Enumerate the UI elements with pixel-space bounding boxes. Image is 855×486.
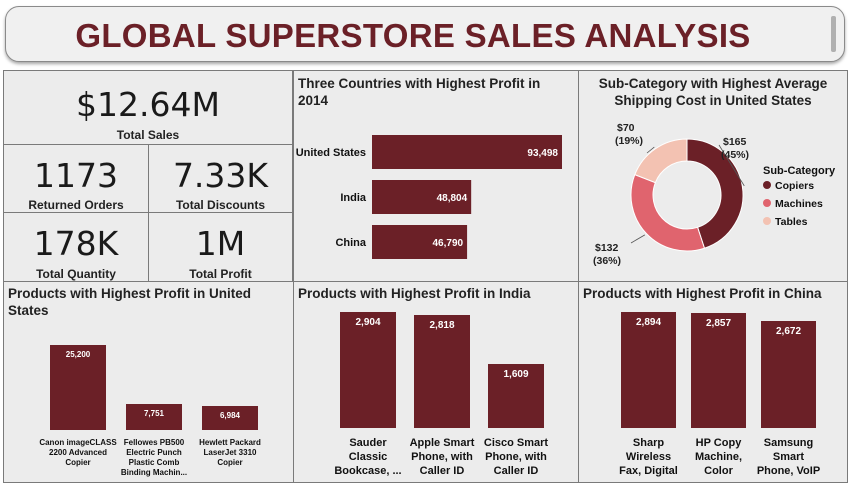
country-label-india: India xyxy=(340,192,367,204)
product-bar-hp-copy-machine-color[interactable] xyxy=(691,313,746,428)
donut-leader-machines xyxy=(630,234,646,244)
product-label-canon-imageclass-2200-advanced-copier: Canon imageCLASS 2200 Advanced Copier xyxy=(39,438,117,467)
product-bar-canon-imageclass-2200-advanced-copier[interactable] xyxy=(50,345,106,430)
product-bar-sauder-classic-bookcase[interactable] xyxy=(340,312,396,428)
legend-label-copiers[interactable]: Copiers xyxy=(775,180,814,192)
legend-marker-copiers xyxy=(763,181,771,189)
country-bar-united-states[interactable] xyxy=(372,135,562,169)
china-products-chart: 2,894 Sharp Wireless Fax, Digital 2,857 HP … xyxy=(579,282,849,484)
donut-pct-tables: (19%) xyxy=(615,135,643,147)
legend-marker-tables xyxy=(763,217,771,225)
product-value-canon-imageclass-2200-advanced-copier: 25,200 xyxy=(65,350,91,360)
country-label-united-states: United States xyxy=(296,147,366,159)
donut-leader-copiers xyxy=(718,144,745,187)
india-products-chart: 2,904 Sauder Classic Bookcase, ... 2,818 Ap… xyxy=(294,282,580,484)
product-bar-cisco-smart-phone-with-caller-id[interactable] xyxy=(488,363,544,428)
total-sales-value: $12.64M xyxy=(76,85,220,124)
product-bar-apple-smart-phone-with-caller-id[interactable] xyxy=(414,315,470,428)
country-value-china: 46,790 xyxy=(432,238,463,249)
product-label-hp-copy-machine-color: HP Copy Machine, Color xyxy=(694,437,743,477)
dashboard-header: GLOBAL SUPERSTORE SALES ANALYSIS xyxy=(5,6,845,62)
country-bar-india[interactable] xyxy=(372,180,472,214)
product-value-fellowes-pb500-electric-punch-plastic-comb-binding-machin: 7,751 xyxy=(143,408,165,418)
product-value-hewlett-packard-laserjet-3310-copier: 6,984 xyxy=(219,411,241,421)
donut-pct-copiers: (45%) xyxy=(721,149,749,161)
product-label-sharp-wireless-fax-digital: Sharp Wireless Fax, Digital xyxy=(619,437,678,477)
product-label-sauder-classic-bookcase: Sauder Classic Bookcase, ... xyxy=(334,437,402,477)
dashboard-title: GLOBAL SUPERSTORE SALES ANALYSIS xyxy=(75,17,751,54)
legend-marker-machines xyxy=(763,199,771,207)
product-label-fellowes-pb500-electric-punch-plastic-comb-binding-machin: Fellowes PB500 Electric Punch Plastic Co… xyxy=(120,438,188,477)
country-value-india: 48,804 xyxy=(437,193,468,204)
donut-slice-machines[interactable] xyxy=(630,173,706,252)
product-label-apple-smart-phone-with-caller-id: Apple Smart Phone, with Caller ID xyxy=(409,437,475,477)
legend-label-machines[interactable]: Machines xyxy=(775,198,823,210)
kpi-total-sales: $12.64M Total Sales xyxy=(3,70,293,145)
us-products-title: Products with Highest Profit in United S… xyxy=(8,286,251,318)
donut-value-machines: $132 xyxy=(595,242,619,254)
india-products-title: Products with Highest Profit in India xyxy=(298,286,531,301)
product-bar-sharp-wireless-fax-digital[interactable] xyxy=(621,312,676,428)
donut-slice-copiers[interactable] xyxy=(686,138,744,249)
product-label-cisco-smart-phone-with-caller-id: Cisco Smart Phone, with Caller ID xyxy=(483,437,549,477)
china-products-title: Products with Highest Profit in China xyxy=(583,286,822,301)
product-label-hewlett-packard-laserjet-3310-copier: Hewlett Packard LaserJet 3310 Copier xyxy=(199,438,261,467)
kpi-returned-orders: 1173 Returned Orders xyxy=(3,144,149,213)
total-profit-label: Total Profit xyxy=(189,267,252,281)
kpi-total-profit: 1M Total Profit xyxy=(148,212,293,282)
india-products-panel: Products with Highest Profit in India 2,… xyxy=(293,281,579,483)
legend-label-tables[interactable]: Tables xyxy=(775,216,808,228)
country-label-china: China xyxy=(335,237,366,249)
shipping-chart-title: Sub-Category with Highest Average Shippi… xyxy=(598,76,828,108)
total-quantity-label: Total Quantity xyxy=(36,267,116,281)
product-label-samsung-smart-phone-voip: Samsung Smart Phone, VoIP xyxy=(756,437,821,477)
donut-leader-tables xyxy=(646,146,655,154)
donut-legend-title: Sub-Category xyxy=(763,165,836,177)
shipping-donut-chart: $165(45%) $132(36%) $70(19%) Sub-Category Co… xyxy=(593,122,836,267)
total-quantity-value: 178K xyxy=(33,224,119,263)
country-value-united-states: 93,498 xyxy=(527,148,558,159)
us-products-chart: 25,200 Canon imageCLASS 2200 Advanced Cop… xyxy=(4,282,295,484)
countries-chart-title: Three Countries with Highest Profit in 2… xyxy=(298,76,541,108)
product-bar-fellowes-pb500-electric-punch-plastic-comb-binding-machin[interactable] xyxy=(126,403,182,430)
total-sales-label: Total Sales xyxy=(116,128,180,142)
product-value-apple-smart-phone-with-caller-id: 2,818 xyxy=(429,320,455,332)
donut-value-tables: $70 xyxy=(617,122,635,134)
shipping-cost-panel: Sub-Category with Highest Average Shippi… xyxy=(578,70,848,282)
us-products-panel: Products with Highest Profit in United S… xyxy=(3,281,294,483)
product-value-samsung-smart-phone-voip: 2,672 xyxy=(775,325,802,337)
total-discounts-value: 7.33K xyxy=(172,156,269,195)
china-products-panel: Products with Highest Profit in China 2,… xyxy=(578,281,848,483)
kpi-total-quantity: 178K Total Quantity xyxy=(3,212,149,282)
returned-orders-value: 1173 xyxy=(34,156,118,195)
product-bar-hewlett-packard-laserjet-3310-copier[interactable] xyxy=(202,406,258,430)
product-value-sauder-classic-bookcase: 2,904 xyxy=(355,317,381,328)
countries-bar-chart: United States 93,498 India 48,804 China 46,79… xyxy=(296,135,562,259)
header-scrollbar[interactable] xyxy=(831,16,836,52)
countries-profit-panel: Three Countries with Highest Profit in 2… xyxy=(293,70,579,282)
kpi-total-discounts: 7.33K Total Discounts xyxy=(148,144,293,213)
total-discounts-label: Total Discounts xyxy=(175,198,266,212)
product-value-hp-copy-machine-color: 2,857 xyxy=(705,318,732,330)
total-profit-value: 1M xyxy=(195,224,246,263)
product-bar-samsung-smart-phone-voip[interactable] xyxy=(761,320,816,428)
returned-orders-label: Returned Orders xyxy=(28,198,124,212)
product-value-cisco-smart-phone-with-caller-id: 1,609 xyxy=(503,368,529,380)
product-value-sharp-wireless-fax-digital: 2,894 xyxy=(635,317,662,328)
donut-slice-tables[interactable] xyxy=(634,138,688,184)
donut-pct-machines: (36%) xyxy=(593,255,621,267)
donut-value-copiers: $165 xyxy=(723,136,747,148)
country-bar-china[interactable] xyxy=(372,225,468,259)
